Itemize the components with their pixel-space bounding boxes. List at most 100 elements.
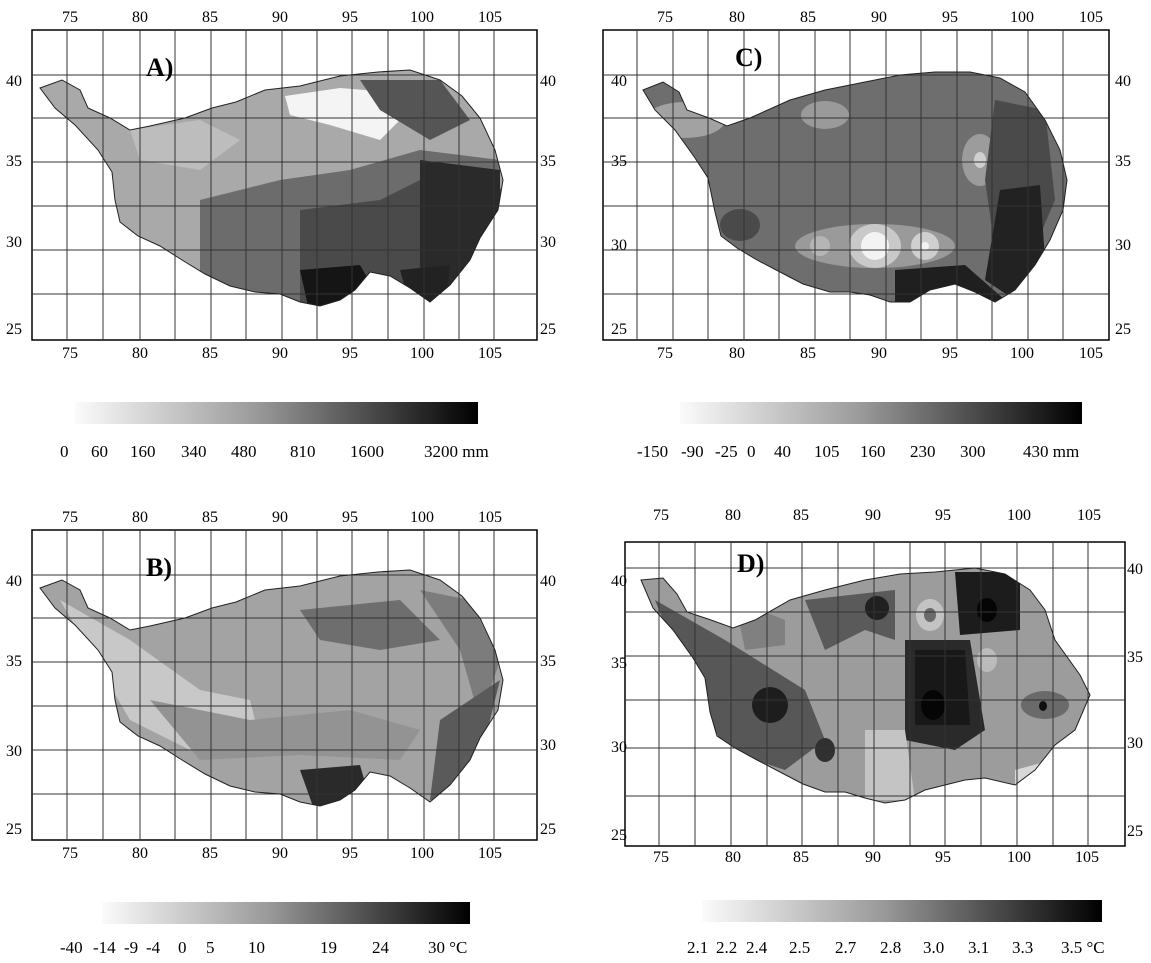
lat-tick: 25 bbox=[1127, 823, 1143, 840]
lat-tick: 25 bbox=[540, 821, 556, 838]
lon-tick: 75 bbox=[653, 849, 669, 866]
lat-tick: 40 bbox=[611, 573, 627, 590]
colorbar-label: 30 °C bbox=[428, 938, 467, 957]
lat-tick: 35 bbox=[540, 153, 556, 170]
lon-tick: 100 bbox=[410, 345, 434, 362]
panel-letter-a: A) bbox=[146, 53, 173, 82]
colorbar-label: 2.4 bbox=[746, 938, 768, 957]
colorbar-label: 5 bbox=[206, 938, 215, 957]
colorbar-label: 2.2 bbox=[716, 938, 737, 957]
lon-ticks-bottom-b: 75 80 85 90 95 100 105 bbox=[62, 845, 502, 862]
lon-tick: 100 bbox=[410, 509, 434, 526]
lon-ticks-top-b: 75 80 85 90 95 100 105 bbox=[62, 509, 502, 526]
colorbar-label: 430 mm bbox=[1023, 442, 1079, 461]
lat-ticks-left-c: 40 35 30 25 bbox=[611, 73, 627, 338]
colorbar-label: 2.7 bbox=[835, 938, 857, 957]
lon-ticks-bottom-d: 75 80 85 90 95 100 105 bbox=[653, 849, 1099, 866]
lon-tick: 105 bbox=[1075, 849, 1099, 866]
colorbar-c bbox=[680, 402, 1082, 424]
map-b: 75 80 85 90 95 100 105 75 80 85 90 95 10… bbox=[6, 509, 556, 957]
lon-ticks-bottom-c: 75 80 85 90 95 100 105 bbox=[657, 345, 1103, 362]
lon-tick: 95 bbox=[935, 849, 951, 866]
lon-ticks-top-a: 75 80 85 90 95 100 105 bbox=[62, 9, 502, 26]
lon-tick: 105 bbox=[478, 845, 502, 862]
lat-tick: 35 bbox=[611, 655, 627, 672]
lon-tick: 75 bbox=[657, 345, 673, 362]
colorbar-label: 24 bbox=[372, 938, 390, 957]
grid-b bbox=[32, 530, 537, 840]
panel-c: 75 80 85 90 95 100 105 75 80 85 90 95 10… bbox=[575, 0, 1151, 470]
colorbar-label: -25 bbox=[715, 442, 738, 461]
colorbar-label: 810 bbox=[290, 442, 316, 461]
colorbar-label: -40 bbox=[60, 938, 83, 957]
colorbar-label: 0 bbox=[178, 938, 187, 957]
panel-d: 75 80 85 90 95 100 105 75 80 85 90 95 10… bbox=[575, 500, 1151, 958]
lon-tick: 75 bbox=[62, 845, 78, 862]
lat-tick: 30 bbox=[611, 237, 627, 254]
colorbar-label: -4 bbox=[146, 938, 161, 957]
lat-tick: 25 bbox=[1115, 321, 1131, 338]
colorbar-label: 2.1 bbox=[687, 938, 708, 957]
colorbar-label: 160 bbox=[860, 442, 886, 461]
colorbar-label: 40 bbox=[774, 442, 791, 461]
lat-tick: 40 bbox=[6, 73, 22, 90]
colorbar-labels-d: 2.1 2.2 2.4 2.5 2.7 2.8 3.0 3.1 3.3 3.5 … bbox=[687, 938, 1105, 957]
colorbar-label: 2.5 bbox=[789, 938, 810, 957]
lon-tick: 95 bbox=[942, 345, 958, 362]
colorbar-b bbox=[102, 902, 470, 924]
colorbar-label: 0 bbox=[747, 442, 756, 461]
lon-tick: 90 bbox=[871, 345, 887, 362]
lon-tick: 100 bbox=[1007, 507, 1031, 524]
colorbar-labels-c: -150 -90 -25 0 40 105 160 230 300 430 mm bbox=[637, 442, 1079, 461]
lat-ticks-right-c: 40 35 30 25 bbox=[1115, 73, 1131, 338]
lon-tick: 105 bbox=[478, 509, 502, 526]
lon-tick: 100 bbox=[1007, 849, 1031, 866]
lon-tick: 85 bbox=[793, 849, 809, 866]
lon-tick: 80 bbox=[132, 9, 148, 26]
lat-tick: 25 bbox=[611, 321, 627, 338]
field-d bbox=[641, 568, 1090, 803]
lon-tick: 105 bbox=[1077, 507, 1101, 524]
lon-tick: 105 bbox=[1079, 9, 1103, 26]
colorbar-label: 19 bbox=[320, 938, 337, 957]
colorbar-label: -90 bbox=[681, 442, 704, 461]
grid-c bbox=[603, 30, 1109, 340]
colorbar-d bbox=[702, 900, 1102, 922]
grid-d bbox=[625, 542, 1125, 846]
lat-ticks-right-d: 40 35 30 25 bbox=[1127, 561, 1143, 840]
lon-tick: 105 bbox=[478, 345, 502, 362]
lat-ticks-left-b: 40 35 30 25 bbox=[6, 573, 22, 838]
lat-tick: 25 bbox=[540, 321, 556, 338]
field-c bbox=[643, 72, 1067, 302]
lon-tick: 80 bbox=[132, 845, 148, 862]
lon-tick: 100 bbox=[1010, 9, 1034, 26]
lat-ticks-right-b: 40 35 30 25 bbox=[540, 573, 556, 838]
lon-tick: 90 bbox=[272, 509, 288, 526]
lon-tick: 80 bbox=[132, 509, 148, 526]
lon-ticks-top-d: 75 80 85 90 95 100 105 bbox=[653, 507, 1101, 524]
lat-tick: 40 bbox=[540, 573, 556, 590]
lon-tick: 85 bbox=[202, 345, 218, 362]
lat-tick: 35 bbox=[1127, 649, 1143, 666]
lon-tick: 100 bbox=[410, 845, 434, 862]
lon-tick: 95 bbox=[342, 845, 358, 862]
colorbar-label: 230 bbox=[910, 442, 936, 461]
terrain-b bbox=[40, 570, 503, 806]
lon-tick: 85 bbox=[800, 9, 816, 26]
lon-tick: 75 bbox=[62, 345, 78, 362]
lon-tick: 80 bbox=[729, 9, 745, 26]
colorbar-label: 2.8 bbox=[880, 938, 901, 957]
lon-tick: 90 bbox=[865, 849, 881, 866]
lon-tick: 95 bbox=[342, 9, 358, 26]
lat-tick: 40 bbox=[1127, 561, 1143, 578]
lon-tick: 85 bbox=[202, 9, 218, 26]
panel-b: 75 80 85 90 95 100 105 75 80 85 90 95 10… bbox=[0, 500, 575, 958]
lon-tick: 90 bbox=[865, 507, 881, 524]
colorbar-label: 340 bbox=[181, 442, 207, 461]
colorbar-label: 300 bbox=[960, 442, 986, 461]
lat-tick: 35 bbox=[6, 153, 22, 170]
colorbar-labels-a: 0 60 160 340 480 810 1600 3200 mm bbox=[60, 442, 489, 461]
lon-tick: 75 bbox=[657, 9, 673, 26]
lat-tick: 40 bbox=[540, 73, 556, 90]
colorbar-labels-b: -40 -14 -9 -4 0 5 10 19 24 30 °C bbox=[60, 938, 467, 957]
